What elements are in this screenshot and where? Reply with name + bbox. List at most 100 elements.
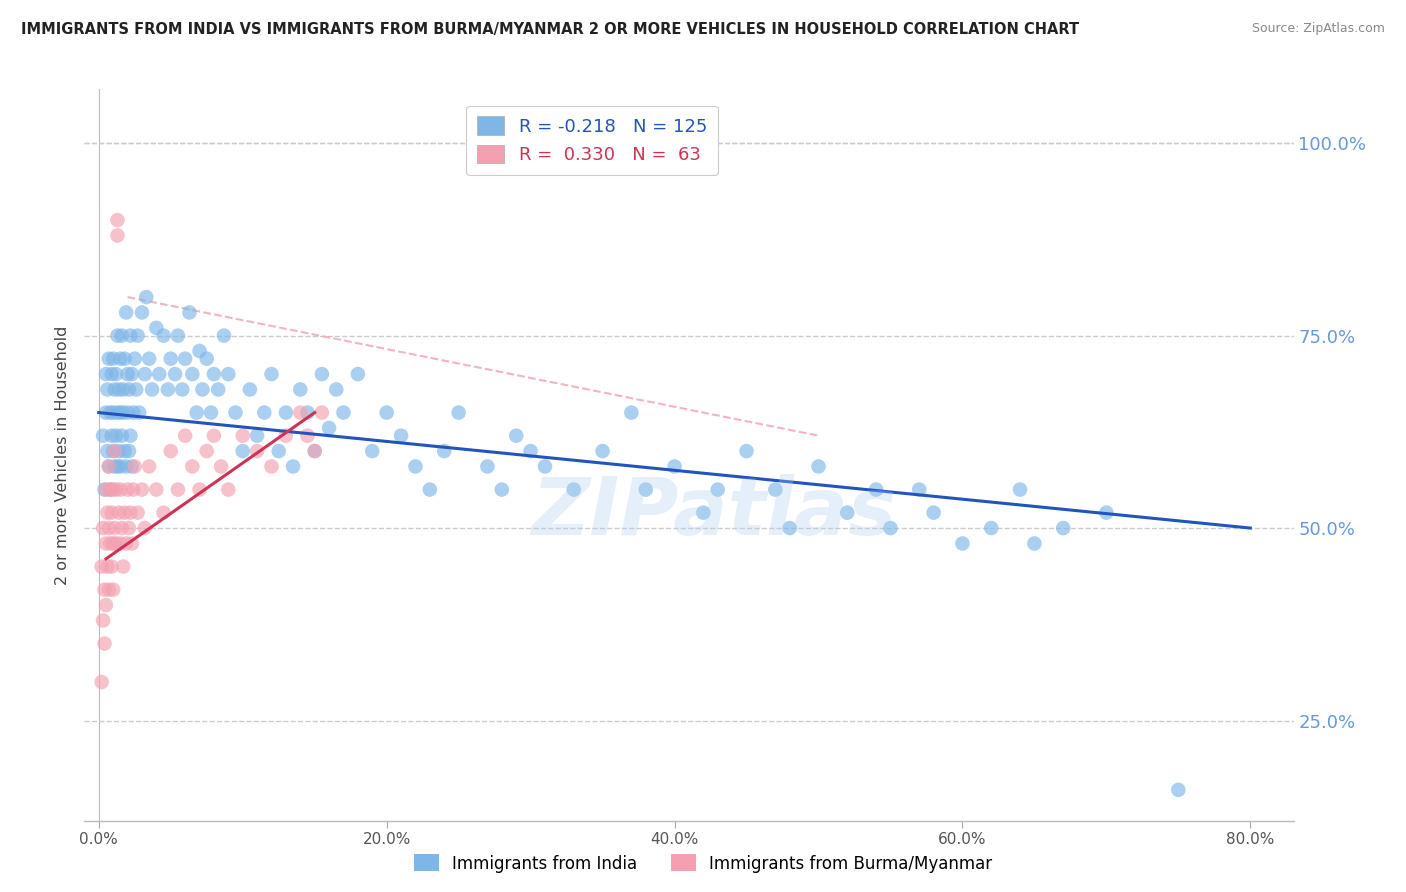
Point <box>592 444 614 458</box>
Point <box>94 598 117 612</box>
Point <box>110 483 132 497</box>
Point <box>195 351 218 366</box>
Point <box>290 406 312 420</box>
Point <box>120 506 142 520</box>
Point <box>108 383 131 397</box>
Point <box>297 406 319 420</box>
Point <box>174 428 197 442</box>
Point <box>209 459 232 474</box>
Point <box>117 406 139 420</box>
Point <box>200 406 222 420</box>
Point <box>118 521 141 535</box>
Point <box>239 383 262 397</box>
Point <box>152 506 174 520</box>
Point <box>96 383 118 397</box>
Point <box>131 305 153 319</box>
Point <box>304 444 326 458</box>
Point <box>159 444 181 458</box>
Point <box>124 459 146 474</box>
Point <box>97 521 120 535</box>
Point <box>807 459 830 474</box>
Point <box>232 428 254 442</box>
Point <box>152 328 174 343</box>
Point <box>101 351 124 366</box>
Point <box>104 444 127 458</box>
Point <box>134 521 156 535</box>
Point <box>202 367 225 381</box>
Point <box>260 367 283 381</box>
Point <box>419 483 441 497</box>
Point <box>232 444 254 458</box>
Point <box>96 506 118 520</box>
Point <box>101 536 124 550</box>
Point <box>107 328 129 343</box>
Point <box>477 459 499 474</box>
Point <box>706 483 728 497</box>
Point <box>186 406 208 420</box>
Point <box>115 536 138 550</box>
Point <box>246 428 269 442</box>
Point <box>159 351 181 366</box>
Point <box>191 383 214 397</box>
Point <box>104 459 127 474</box>
Point <box>115 459 138 474</box>
Point <box>107 459 129 474</box>
Point <box>114 351 136 366</box>
Point <box>100 506 122 520</box>
Point <box>122 406 145 420</box>
Point <box>110 351 132 366</box>
Point <box>114 444 136 458</box>
Point <box>114 506 136 520</box>
Point <box>505 428 527 442</box>
Point <box>124 351 146 366</box>
Point <box>97 459 120 474</box>
Point <box>105 428 128 442</box>
Point <box>763 483 786 497</box>
Point <box>98 406 121 420</box>
Point <box>735 444 758 458</box>
Point <box>1095 506 1118 520</box>
Point <box>107 213 129 227</box>
Point <box>620 406 643 420</box>
Point <box>491 483 513 497</box>
Point <box>311 406 333 420</box>
Point <box>118 383 141 397</box>
Point <box>202 428 225 442</box>
Point <box>634 483 657 497</box>
Point <box>145 483 167 497</box>
Point <box>172 383 194 397</box>
Point <box>100 559 122 574</box>
Point <box>127 328 149 343</box>
Point <box>91 521 114 535</box>
Point <box>97 582 120 597</box>
Point <box>101 444 124 458</box>
Point <box>361 444 384 458</box>
Point <box>290 383 312 397</box>
Point <box>100 428 122 442</box>
Point <box>96 444 118 458</box>
Point <box>332 406 354 420</box>
Point <box>188 483 211 497</box>
Point <box>105 536 128 550</box>
Point <box>980 521 1002 535</box>
Point <box>212 328 235 343</box>
Point <box>837 506 859 520</box>
Point <box>404 459 426 474</box>
Point <box>107 228 129 243</box>
Point <box>93 636 115 650</box>
Point <box>104 383 127 397</box>
Point <box>93 582 115 597</box>
Point <box>101 406 124 420</box>
Point <box>108 444 131 458</box>
Point <box>96 559 118 574</box>
Text: ZIPatlas: ZIPatlas <box>530 475 896 552</box>
Point <box>127 506 149 520</box>
Point <box>104 521 127 535</box>
Y-axis label: 2 or more Vehicles in Household: 2 or more Vehicles in Household <box>55 326 70 584</box>
Point <box>188 343 211 358</box>
Point <box>111 328 134 343</box>
Point <box>135 290 157 304</box>
Point <box>274 406 297 420</box>
Point <box>145 321 167 335</box>
Point <box>165 367 187 381</box>
